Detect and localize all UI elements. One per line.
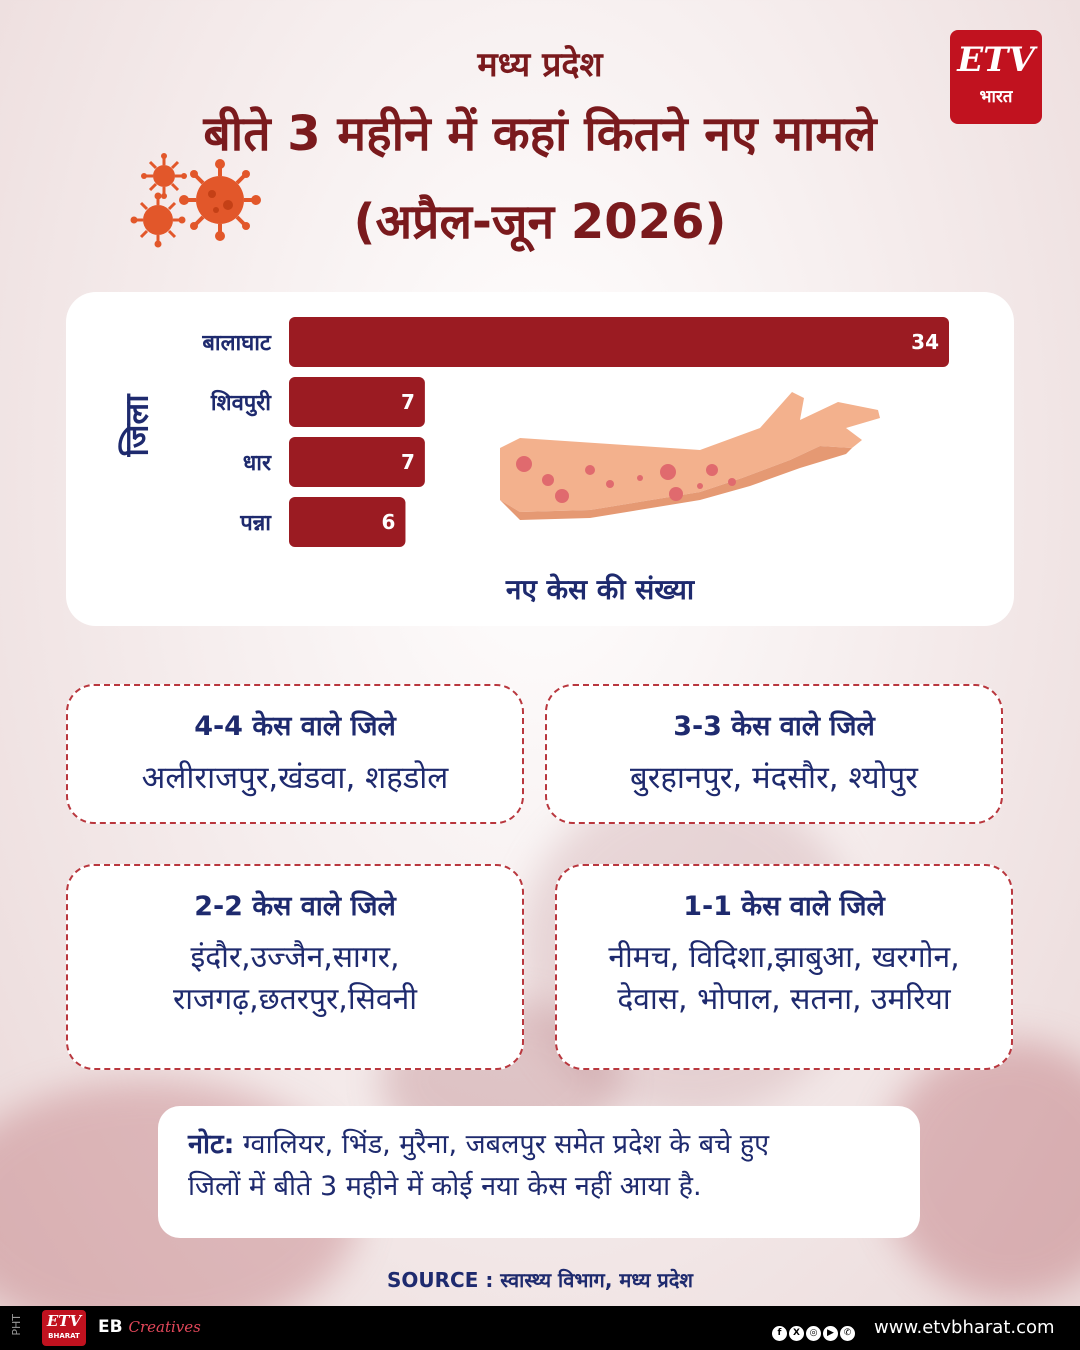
category-label: पन्ना (239, 511, 272, 536)
group-box-2-cases: 2-2 केस वाले जिले इंदौर,उज्जैन,सागर, राज… (66, 864, 524, 1070)
source-text: SOURCE : स्वास्थ्य विभाग, मध्य प्रदेश (386, 1268, 694, 1292)
value-label: 34 (911, 330, 939, 354)
youtube-icon[interactable]: ▶ (823, 1326, 838, 1341)
footer-logo-brand: ETV (46, 1312, 82, 1330)
group-districts-line: नीमच, विदिशा,झाबुआ, खरगोन, (608, 940, 960, 975)
group-districts-line: इंदौर,उज्जैन,सागर, (190, 940, 400, 975)
logo-script: भारत (979, 87, 1013, 107)
value-label: 7 (401, 390, 415, 414)
group-box-4-cases: 4-4 केस वाले जिले अलीराजपुर,खंडवा, शहडोल (66, 684, 524, 824)
category-label: शिवपुरी (210, 389, 272, 417)
eb-creatives-label: EB Creatives (98, 1317, 201, 1337)
x-icon[interactable]: X (789, 1326, 804, 1341)
category-label: धार (243, 451, 272, 476)
note-text: ग्वालियर, भिंड, मुरैना, जबलपुर समेत प्रद… (234, 1129, 770, 1160)
header-subtitle: मध्य प्रदेश (477, 45, 603, 85)
instagram-icon[interactable]: ◎ (806, 1326, 821, 1341)
website-link[interactable]: www.etvbharat.com (874, 1317, 1055, 1338)
group-box-3-cases: 3-3 केस वाले जिले बुरहानपुर, मंदसौर, श्य… (545, 684, 1003, 824)
whatsapp-icon[interactable]: ✆ (840, 1326, 855, 1341)
creatives-label: Creatives (128, 1318, 201, 1336)
note-line: नोट: ग्वालियर, भिंड, मुरैना, जबलपुर समेत… (188, 1124, 890, 1166)
pht-label: PHT (10, 1314, 23, 1336)
virus-icon (141, 153, 187, 199)
virus-icon (130, 192, 186, 248)
group-districts-line: देवास, भोपाल, सतना, उमरिया (617, 982, 951, 1017)
group-districts: अलीराजपुर,खंडवा, शहडोल (141, 760, 449, 796)
x-axis-label: नए केस की संख्या (505, 573, 695, 606)
eb-label: EB (98, 1317, 123, 1337)
group-districts: इंदौर,उज्जैन,सागर, राजगढ़,छतरपुर,सिवनी (68, 937, 522, 1021)
group-heading: 1-1 केस वाले जिले (683, 891, 885, 922)
rash-arm-illustration (500, 392, 880, 520)
social-icons: f X ◎ ▶ ✆ (772, 1320, 857, 1341)
value-label: 6 (382, 510, 396, 534)
virus-icon (179, 159, 261, 241)
group-heading: 2-2 केस वाले जिले (194, 891, 396, 922)
etv-bharat-logo: ETV भारत (950, 30, 1042, 124)
bar-1 (289, 377, 425, 427)
bar-0 (289, 317, 949, 367)
period-label: (अप्रैल-जून 2026) (353, 194, 727, 250)
note-box: नोट: ग्वालियर, भिंड, मुरैना, जबलपुर समेत… (158, 1106, 920, 1238)
group-districts-line: राजगढ़,छतरपुर,सिवनी (172, 982, 417, 1017)
footer-bar: PHT ETV BHARAT EB Creatives f X ◎ ▶ ✆ www.etv… (0, 1306, 1080, 1350)
group-heading: 4-4 केस वाले जिले (194, 711, 396, 742)
bar-3 (289, 497, 406, 547)
footer-logo: ETV BHARAT (42, 1310, 86, 1346)
group-heading: 3-3 केस वाले जिले (673, 711, 875, 742)
note-label: नोट: (188, 1129, 235, 1160)
value-label: 7 (401, 450, 415, 474)
group-box-1-case: 1-1 केस वाले जिले नीमच, विदिशा,झाबुआ, खर… (555, 864, 1013, 1070)
bar-2 (289, 437, 425, 487)
logo-brand: ETV (957, 40, 1035, 80)
group-districts: बुरहानपुर, मंदसौर, श्योपुर (630, 760, 918, 796)
page-title: बीते 3 महीने में कहां कितने नए मामले (203, 106, 877, 162)
note-line: जिलों में बीते 3 महीने में कोई नया केस न… (188, 1170, 702, 1202)
category-label: बालाघाट (201, 331, 272, 356)
bar-chart: बालाघाट 34 शिवपुरी 7 धार 7 पन्ना 6 (201, 317, 949, 547)
y-axis-label: जिला (117, 394, 156, 457)
footer-logo-script: BHARAT (48, 1332, 80, 1340)
facebook-icon[interactable]: f (772, 1326, 787, 1341)
group-districts: नीमच, विदिशा,झाबुआ, खरगोन, देवास, भोपाल,… (557, 937, 1011, 1021)
